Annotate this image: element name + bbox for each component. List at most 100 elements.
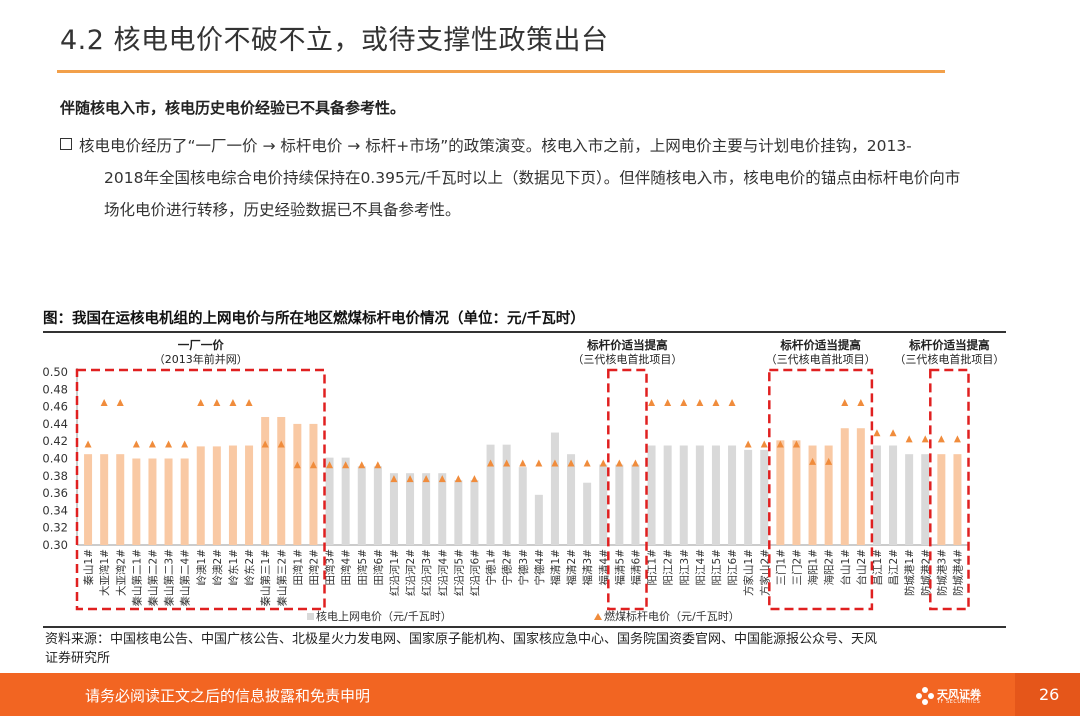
nuclear-price-bar xyxy=(100,454,109,545)
nuclear-price-bar xyxy=(744,449,753,545)
figure-title: 图：我国在运核电机组的上网电价与所在地区燃煤标杆电价情况（单位：元/千瓦时） xyxy=(43,311,585,327)
nuclear-price-bar xyxy=(132,458,141,545)
coal-benchmark-marker xyxy=(165,440,173,448)
nuclear-price-bar xyxy=(486,444,495,545)
coal-benchmark-marker xyxy=(615,459,623,467)
nuclear-price-bar xyxy=(905,454,914,545)
x-tick-label: 大亚湾1# xyxy=(98,549,111,596)
x-tick-label: 福清3# xyxy=(581,549,594,585)
coal-benchmark-marker xyxy=(374,461,382,469)
coal-benchmark-marker xyxy=(116,399,124,407)
paragraph-line-1: 核电电价经历了“一厂一价 → 标杆电价 → 标杆+市场”的政策演变。核电入市之前… xyxy=(60,130,1035,162)
x-tick-label: 昌江2# xyxy=(888,549,900,585)
coal-benchmark-marker xyxy=(519,459,527,467)
x-tick-label: 秦山第二1# xyxy=(130,549,143,606)
coal-benchmark-marker xyxy=(937,435,945,443)
coal-benchmark-marker xyxy=(390,475,398,483)
nuclear-price-bar xyxy=(631,464,640,545)
coal-benchmark-marker xyxy=(551,459,559,467)
legend-bar-label: 核电上网电价（元/千瓦时） xyxy=(316,609,452,623)
disclaimer-link[interactable]: 请务必阅读正文之后的信息披露和免责申明 xyxy=(85,687,371,705)
coal-benchmark-marker xyxy=(599,459,607,467)
coal-benchmark-marker xyxy=(326,461,334,469)
nuclear-price-bar xyxy=(760,449,769,545)
coal-benchmark-marker xyxy=(664,399,672,407)
y-tick-label: 0.48 xyxy=(42,382,68,396)
page-title: 4.2 核电电价不破不立，或待支撑性政策出台 xyxy=(60,25,609,56)
y-tick-label: 0.30 xyxy=(42,538,68,552)
nuclear-price-bar xyxy=(599,464,608,545)
coal-benchmark-marker xyxy=(277,440,285,448)
coal-benchmark-marker xyxy=(648,399,656,407)
y-tick-label: 0.40 xyxy=(42,452,68,466)
y-tick-label: 0.32 xyxy=(42,521,68,535)
x-tick-label: 田湾3# xyxy=(324,549,337,585)
x-tick-label: 福清4# xyxy=(597,549,610,585)
x-tick-label: 阳江5# xyxy=(711,549,723,585)
group-highlight-box xyxy=(929,368,970,611)
x-tick-label: 阳江4# xyxy=(695,549,707,585)
x-tick-label: 防城港3# xyxy=(935,549,948,596)
footer-bar: 请务必阅读正文之后的信息披露和免责申明 天风证券 TF SECURITIES 2… xyxy=(0,673,1080,716)
x-tick-label: 阳江2# xyxy=(663,549,675,585)
square-bullet-icon xyxy=(60,138,72,150)
nuclear-price-bar xyxy=(373,466,382,545)
legend-marker-swatch xyxy=(594,613,602,620)
coal-benchmark-marker xyxy=(583,459,591,467)
nuclear-price-bar xyxy=(953,454,962,545)
group-label: 标杆价适当提高 xyxy=(586,338,668,352)
nuclear-price-bar xyxy=(245,445,254,545)
x-tick-label: 田湾1# xyxy=(291,549,304,585)
x-tick-label: 秦山第二4# xyxy=(179,549,192,606)
nuclear-price-bar xyxy=(422,473,431,545)
group-label: 标杆价适当提高 xyxy=(908,338,990,352)
coal-benchmark-marker xyxy=(535,459,543,467)
nuclear-price-bar xyxy=(647,445,656,545)
paragraph-line-1-text: 核电电价经历了“一厂一价 → 标杆电价 → 标杆+市场”的政策演变。核电入市之前… xyxy=(79,137,912,155)
nuclear-price-bar xyxy=(889,445,898,545)
x-tick-label: 秦山第二2# xyxy=(146,549,159,606)
x-tick-label: 福清5# xyxy=(613,549,626,585)
x-tick-label: 宁德1# xyxy=(485,549,498,585)
nuclear-price-bar xyxy=(615,464,624,545)
coal-benchmark-marker xyxy=(261,440,269,448)
nuclear-price-bar xyxy=(148,458,157,545)
group-highlight-box xyxy=(607,368,648,611)
x-tick-label: 福清6# xyxy=(629,549,642,585)
x-tick-label: 秦山第三1# xyxy=(259,549,272,606)
x-tick-label: 大亚湾2# xyxy=(114,549,127,596)
x-tick-label: 红沿河5# xyxy=(452,549,465,596)
body-paragraph: 核电电价经历了“一厂一价 → 标杆电价 → 标杆+市场”的政策演变。核电入市之前… xyxy=(60,130,1035,226)
y-tick-label: 0.42 xyxy=(42,434,68,448)
coal-benchmark-marker xyxy=(567,459,575,467)
x-tick-label: 秦山1# xyxy=(82,549,95,585)
group-sublabel: （三代核电首批项目） xyxy=(894,352,1004,366)
nuclear-price-bar xyxy=(679,445,688,545)
coal-benchmark-marker xyxy=(680,399,688,407)
coal-benchmark-marker xyxy=(197,399,205,407)
coal-benchmark-marker xyxy=(905,435,913,443)
x-tick-label: 防城港4# xyxy=(951,549,964,596)
nuclear-price-bar xyxy=(550,432,559,545)
coal-benchmark-marker xyxy=(841,399,849,407)
legend-marker-label: 燃煤标杆电价（元/千瓦时） xyxy=(604,609,740,623)
x-tick-label: 三门1# xyxy=(774,549,787,585)
group-label: 标杆价适当提高 xyxy=(779,338,861,352)
x-tick-label: 阳江1# xyxy=(647,549,659,585)
x-tick-label: 方家山1# xyxy=(742,549,755,596)
group-label: 一厂一价 xyxy=(178,338,224,352)
coal-benchmark-marker xyxy=(229,399,237,407)
coal-benchmark-marker xyxy=(422,475,430,483)
coal-benchmark-marker xyxy=(728,399,736,407)
coal-benchmark-marker xyxy=(921,435,929,443)
coal-benchmark-marker xyxy=(744,440,752,448)
x-tick-label: 宁德4# xyxy=(533,549,546,585)
y-tick-label: 0.50 xyxy=(42,365,68,379)
x-tick-label: 岭澳2# xyxy=(211,549,224,585)
coal-benchmark-marker xyxy=(503,459,511,467)
page-number: 26 xyxy=(1039,685,1060,704)
source-line-2: 证券研究所 xyxy=(45,651,111,666)
nuclear-price-bar xyxy=(196,446,205,545)
coal-benchmark-marker xyxy=(696,399,704,407)
logo-text: 天风证券 xyxy=(937,688,981,701)
